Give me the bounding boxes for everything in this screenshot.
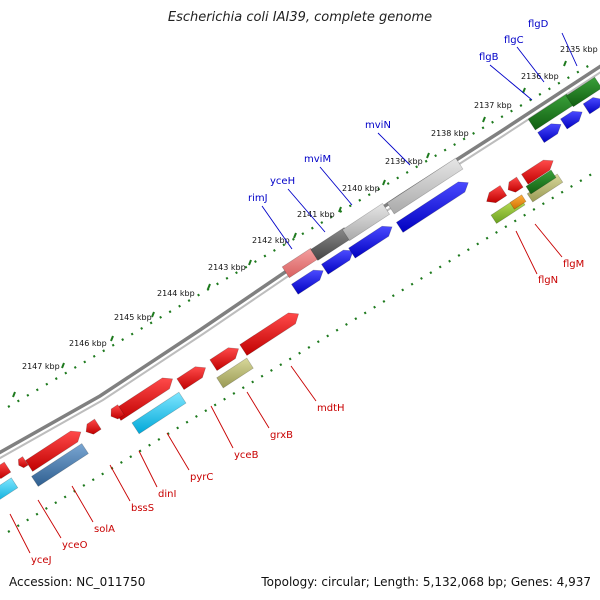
gene-label: yceB <box>234 450 259 461</box>
leader-line <box>287 188 326 233</box>
gene-ycej-c <box>0 477 19 500</box>
gene-label: grxB <box>270 430 293 441</box>
tick-label: 2140 kbp <box>342 184 380 193</box>
gene-label: rimJ <box>248 193 268 204</box>
tick-mark <box>426 152 430 159</box>
leader-line <box>9 513 31 554</box>
tick-mark <box>293 232 297 239</box>
leader-line <box>377 132 411 166</box>
tick-mark <box>482 116 486 123</box>
genome-summary: Topology: circular; Length: 5,132,068 bp… <box>261 575 591 589</box>
leader-line <box>37 499 62 539</box>
gene-pyrc-b <box>131 391 187 435</box>
leader-line <box>534 223 563 258</box>
tick-row-outer <box>7 61 596 408</box>
gene-label: yceO <box>62 540 88 551</box>
gene-grxb-b <box>216 357 254 389</box>
gene-yceo <box>31 443 89 487</box>
leader-line <box>246 391 270 429</box>
leader-line <box>290 365 317 402</box>
tick-label: 2142 kbp <box>252 236 290 245</box>
gene-ycej-a <box>17 456 29 469</box>
gene-mvim-b <box>291 269 324 295</box>
leader-line <box>515 230 538 275</box>
gene-label: yceJ <box>31 555 52 566</box>
accession-text: Accession: NC_011750 <box>9 575 146 589</box>
gene-flgn-r <box>486 185 508 204</box>
leader-line <box>71 485 94 523</box>
tick-mark <box>382 179 386 186</box>
tick-label: 2145 kbp <box>114 313 152 322</box>
tick-label: 2147 kbp <box>22 362 60 371</box>
gene-label: flgD <box>528 19 549 30</box>
tick-mark <box>207 283 211 290</box>
gene-flgc <box>565 76 600 108</box>
gene-grxb <box>209 347 240 372</box>
tick-label: 2146 kbp <box>69 339 107 348</box>
leader-line <box>261 205 293 250</box>
gene-label: mviM <box>304 154 331 165</box>
gene-dini <box>110 404 125 420</box>
gene-mvin-b <box>395 181 469 233</box>
leader-line <box>489 64 533 101</box>
gene-label: solA <box>94 524 115 535</box>
gene-flgm-c <box>525 169 557 195</box>
gene-pyrc <box>113 377 173 421</box>
tick-mark <box>563 60 567 67</box>
gene-mdth <box>239 312 299 356</box>
gene-flga-r <box>521 159 554 185</box>
gene-bsss <box>85 418 102 435</box>
gene-label: mdtH <box>317 403 345 414</box>
gene-label: mviN <box>365 120 391 131</box>
gene-label: bssS <box>131 503 154 514</box>
tick-label: 2141 kbp <box>297 210 335 219</box>
tick-label: 2137 kbp <box>474 101 512 110</box>
gene-mvim <box>341 202 391 242</box>
gene-mvin <box>386 157 464 215</box>
gene-flgc-b <box>560 110 583 130</box>
tick-label: 2138 kbp <box>431 129 469 138</box>
tick-label: 2139 kbp <box>385 157 423 166</box>
gene-ycej-b <box>0 461 12 479</box>
feature-layer <box>0 76 600 500</box>
gene-label: dinI <box>158 489 176 500</box>
gene-label: pyrC <box>190 472 213 483</box>
leader-line <box>516 46 545 83</box>
leader-line <box>561 32 578 67</box>
gene-flgb-b <box>537 123 562 144</box>
gene-label: flgM <box>563 259 584 270</box>
leader-line <box>138 450 158 488</box>
tick-label: 2143 kbp <box>208 263 246 272</box>
leader-line <box>210 405 234 449</box>
leader-line <box>109 464 131 502</box>
tick-mark <box>151 311 155 318</box>
tick-mark <box>12 391 16 398</box>
gene-label: flgC <box>504 35 524 46</box>
tick-label: 2135 kbp <box>560 45 598 54</box>
tick-mark <box>110 335 114 342</box>
gene-label: flgN <box>538 275 558 286</box>
gene-mvim-c <box>348 225 393 259</box>
gene-sola <box>25 430 82 472</box>
gene-flgn-c <box>509 194 527 210</box>
tick-row-inner <box>7 171 596 533</box>
gene-yceh-b <box>321 249 354 275</box>
gene-yceb <box>176 366 207 391</box>
tick-mark <box>248 259 252 266</box>
gene-label: yceH <box>270 176 295 187</box>
leader-line <box>319 166 353 206</box>
gene-label: flgB <box>479 52 499 63</box>
tick-mark <box>522 87 526 94</box>
gene-flgd-b <box>582 97 600 115</box>
tick-mark <box>61 362 65 369</box>
leader-line <box>166 432 190 471</box>
map-title: Escherichia coli IAI39, complete genome <box>167 10 433 25</box>
gene-flgm-r <box>507 176 524 193</box>
tick-label: 2144 kbp <box>157 289 195 298</box>
tick-mark <box>338 206 342 213</box>
